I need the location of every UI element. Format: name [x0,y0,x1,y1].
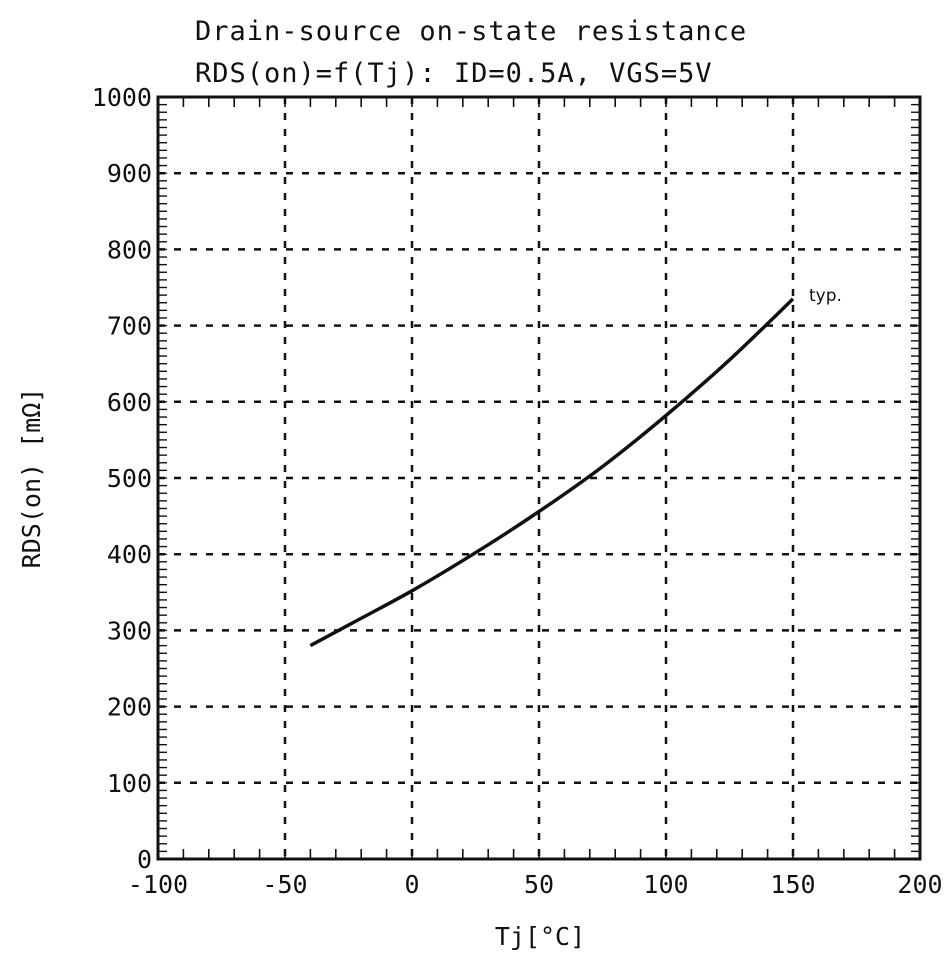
y-tick-label: 400 [107,540,152,569]
y-tick-label: 200 [107,693,152,722]
plot-frame [156,95,922,861]
x-tick-label: -100 [128,870,188,899]
y-tick-labels: 0 100 200 300 400 500 600 700 800 900 1000 [92,83,152,874]
x-axis-label: Tj[°C] [495,922,585,951]
x-tick-label: 100 [643,870,688,899]
grid [158,97,920,859]
y-tick-label: 1000 [92,83,152,112]
x-tick-label: 150 [770,870,815,899]
x-tick-label: 200 [897,870,942,899]
chart-subtitle: RDS(on)=f(Tj): ID=0.5A, VGS=5V [195,58,713,89]
series-line-typ [309,297,795,648]
y-tick-label: 500 [107,464,152,493]
x-tick-label: -50 [262,870,307,899]
chart-title: Drain-source on-state resistance [195,16,747,47]
x-tick-labels: -100 -50 0 50 100 150 200 [128,870,943,899]
x-tick-label: 50 [524,870,554,899]
y-tick-label: 0 [137,845,152,874]
series-label-typ: typ. [809,286,842,306]
y-tick-label: 900 [107,159,152,188]
y-tick-label: 100 [107,769,152,798]
series-group: typ. [309,286,842,648]
y-tick-label: 700 [107,312,152,341]
x-tick-label: 0 [404,870,419,899]
y-tick-label: 600 [107,388,152,417]
y-axis-label: RDS(on) [mΩ] [17,388,46,569]
y-tick-label: 300 [107,616,152,645]
y-tick-label: 800 [107,235,152,264]
